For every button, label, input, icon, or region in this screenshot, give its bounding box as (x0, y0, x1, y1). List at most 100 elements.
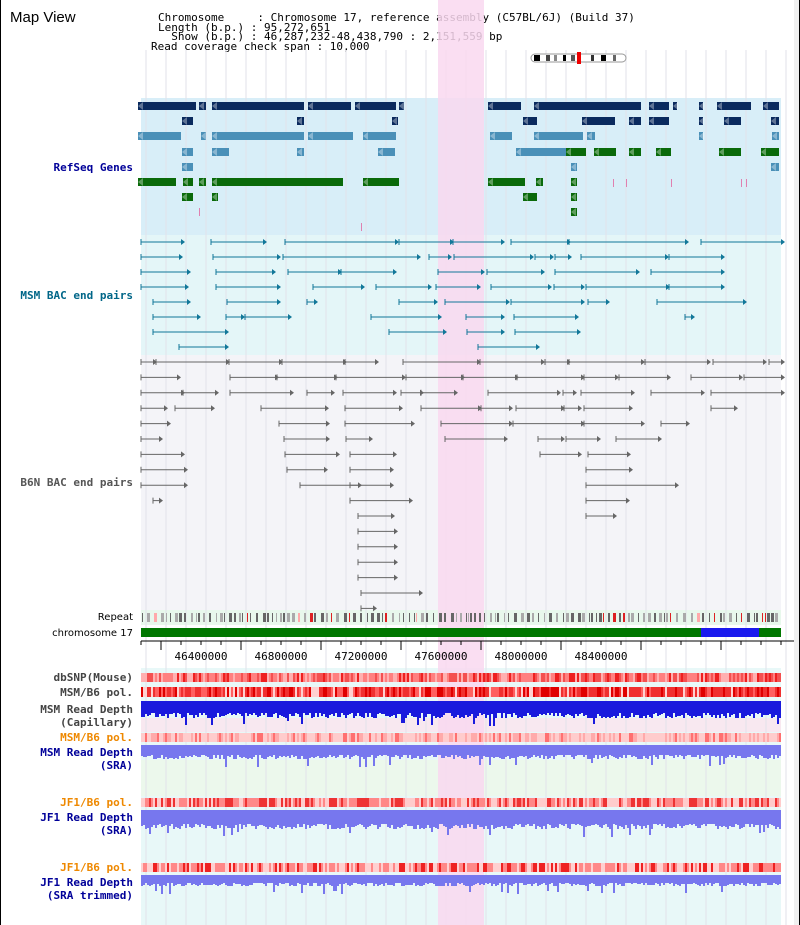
dbsnp-track[interactable] (141, 673, 781, 682)
depth-bar (405, 701, 407, 718)
heat-cell (297, 863, 299, 872)
heat-cell (171, 733, 173, 742)
heat-cell (495, 798, 497, 807)
heat-cell (757, 798, 759, 807)
depth-bar (471, 701, 473, 714)
heat-cell (305, 687, 307, 697)
depth-bar (183, 701, 185, 717)
heat-cell (447, 687, 449, 697)
heat-cell (195, 798, 197, 807)
depth-bar (367, 701, 369, 717)
msm-read-depth-sra[interactable] (141, 745, 781, 767)
track-label-jf1-b6-pol-2[interactable]: JF1/B6 pol. (60, 861, 133, 874)
heat-cell (279, 798, 281, 807)
heat-cell (209, 798, 211, 807)
heat-cell (547, 673, 549, 682)
track-label-jf1-depth-trimmed[interactable]: JF1 Read Depth (SRA trimmed) (40, 876, 133, 902)
heat-cell (327, 798, 329, 807)
depth-bar (343, 810, 345, 828)
track-label-msm-bac[interactable]: MSM BAC end pairs (20, 289, 133, 302)
depth-bar (315, 875, 317, 883)
depth-bar (353, 701, 355, 718)
gene-feature (182, 117, 193, 125)
heat-cell (461, 863, 463, 872)
heat-cell (479, 733, 481, 742)
chromosome-bar[interactable] (141, 628, 781, 637)
heat-cell (467, 733, 469, 742)
depth-bar (717, 875, 719, 883)
heat-cell (697, 863, 699, 872)
heat-cell (657, 673, 659, 682)
heat-cell (245, 798, 247, 807)
heat-cell (547, 863, 549, 872)
track-label-refseq[interactable]: RefSeq Genes (53, 161, 133, 174)
track-label-b6n-bac[interactable]: B6N BAC end pairs (20, 476, 133, 489)
heat-cell (717, 673, 719, 682)
heat-cell (157, 863, 159, 872)
track-label-jf1-depth-sra[interactable]: JF1 Read Depth (SRA) (40, 811, 133, 837)
bac-end-arrow (578, 405, 582, 412)
depth-bar (355, 875, 357, 883)
msm-read-depth-capillary[interactable] (141, 701, 781, 726)
depth-bar (147, 701, 149, 716)
depth-bar (355, 810, 357, 826)
depth-bar (553, 810, 555, 828)
track-label-msm-depth-sra[interactable]: MSM Read Depth (SRA) (40, 746, 133, 772)
depth-bar (177, 810, 179, 828)
heat-cell (561, 863, 563, 872)
bac-end-arrow (419, 590, 423, 596)
track-label-msm-depth-capillary[interactable]: MSM Read Depth (Capillary) (40, 703, 133, 729)
heat-cell (371, 798, 373, 807)
jf1-b6-pol-track-2[interactable] (141, 863, 781, 872)
depth-bar (347, 745, 349, 755)
depth-bar (401, 875, 403, 886)
heat-cell (433, 863, 435, 872)
b6n-bac-end-pairs[interactable] (140, 359, 785, 612)
track-label-dbsnp[interactable]: dbSNP(Mouse) (53, 671, 133, 684)
heat-cell (563, 733, 565, 742)
heat-cell (765, 733, 767, 742)
heat-cell (441, 863, 443, 872)
depth-bar (225, 810, 227, 826)
depth-bar (643, 875, 645, 885)
jf1-read-depth-sra-trimmed[interactable] (141, 875, 781, 894)
jf1-read-depth-sra[interactable] (141, 810, 781, 837)
depth-bar (367, 745, 369, 757)
gene-feature (699, 117, 703, 125)
chromosome-ideogram[interactable] (530, 52, 627, 64)
depth-bar (713, 745, 715, 756)
heat-cell (357, 863, 359, 872)
heat-cell (357, 733, 359, 742)
msm-b6-pol-track-2[interactable] (141, 733, 781, 742)
depth-bar (269, 701, 271, 717)
track-label-jf1-b6-pol-1[interactable]: JF1/B6 pol. (60, 796, 133, 809)
heat-cell (689, 798, 691, 807)
heat-cell (731, 863, 733, 872)
repeat-element (242, 613, 243, 622)
msm-b6-pol-track-1[interactable] (141, 687, 781, 697)
depth-bar (151, 701, 153, 713)
repeat-element (439, 613, 442, 622)
heat-cell (765, 798, 767, 807)
heat-cell (415, 798, 417, 807)
depth-bar (251, 810, 253, 826)
heat-cell (221, 733, 223, 742)
heat-cell (427, 687, 429, 697)
jf1-b6-pol-track-1[interactable] (141, 798, 781, 807)
refseq-gene-track[interactable] (138, 102, 779, 231)
depth-bar (663, 810, 665, 824)
repeat-element (142, 613, 143, 622)
heat-cell (181, 673, 183, 682)
depth-bar (567, 875, 569, 883)
repeat-track[interactable] (142, 613, 778, 622)
track-label-msm-b6-pol-2[interactable]: MSM/B6 pol. (60, 731, 133, 744)
msm-bac-end-pairs[interactable] (140, 239, 785, 350)
heat-cell (415, 733, 417, 742)
track-label-msm-b6-pol-1[interactable]: MSM/B6 pol. (60, 686, 133, 699)
depth-bar (535, 745, 537, 757)
depth-bar (489, 875, 491, 883)
depth-bar (587, 701, 589, 718)
depth-bar (777, 875, 779, 885)
heat-cell (459, 798, 461, 807)
